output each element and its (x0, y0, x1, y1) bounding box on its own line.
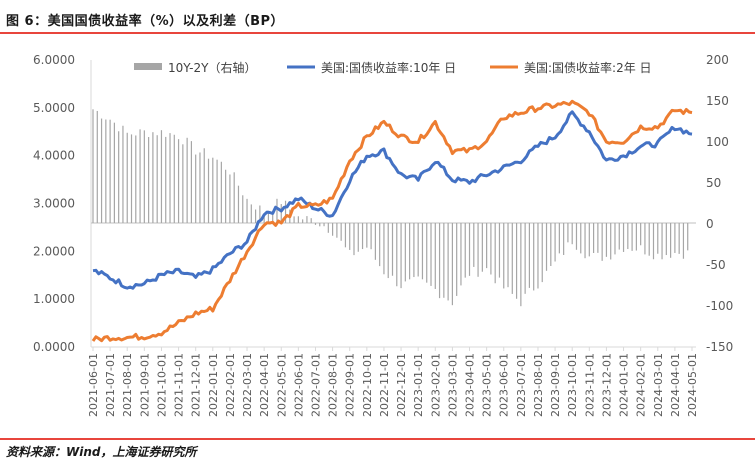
right-tick-label: 150 (706, 94, 729, 108)
left-tick-label: 6.0000 (33, 53, 75, 67)
left-tick-label: 0.0000 (33, 340, 75, 354)
yield-2y-line (91, 99, 693, 343)
legend-label: 10Y-2Y（右轴） (168, 60, 256, 75)
bottom-rule (0, 438, 755, 440)
x-tick-label: 2022-12-01 (395, 353, 408, 417)
right-tick-label: 100 (706, 135, 729, 149)
x-tick-label: 2023-02-01 (429, 353, 442, 417)
x-tick-label: 2024-05-01 (686, 353, 699, 417)
x-tick-label: 2023-03-01 (446, 353, 459, 417)
x-tick-label: 2021-06-01 (87, 353, 100, 417)
right-axis: -150 -100 -50 0 50 100 150 200 (706, 53, 733, 354)
x-tick-label: 2022-07-01 (309, 353, 322, 417)
x-tick-label: 2023-11-01 (583, 353, 596, 417)
x-tick-label: 2022-05-01 (275, 353, 288, 417)
x-tick-label: 2022-01-01 (207, 353, 220, 417)
x-tick-label: 2024-03-01 (652, 353, 665, 417)
x-tick-label: 2024-04-01 (669, 353, 682, 417)
yield-lines (91, 99, 693, 343)
x-tick-label: 2024-01-01 (618, 353, 631, 417)
right-tick-label: -100 (706, 299, 733, 313)
yield-10y-line (92, 110, 693, 290)
spread-bars (92, 109, 689, 307)
legend-swatch-spread (134, 63, 162, 70)
x-tick-label: 2022-06-01 (292, 353, 305, 417)
x-tick-label: 2023-08-01 (532, 353, 545, 417)
x-tick-label: 2022-02-01 (224, 353, 237, 417)
x-tick-label: 2021-12-01 (190, 353, 203, 417)
x-tick-label: 2022-09-01 (344, 353, 357, 417)
left-axis: 0.0000 1.0000 2.0000 3.0000 4.0000 5.0000 6.00… (33, 53, 75, 354)
left-tick-label: 1.0000 (33, 292, 75, 306)
right-tick-label: -50 (706, 258, 726, 272)
x-tick-label: 2022-04-01 (258, 353, 271, 417)
x-tick-label: 2022-10-01 (361, 353, 374, 417)
right-tick-label: 200 (706, 53, 729, 67)
x-tick-label: 2023-10-01 (566, 353, 579, 417)
figure-title: 图 6：美国国债收益率（%）以及利差（BP） (6, 14, 285, 29)
left-tick-label: 5.0000 (33, 101, 75, 115)
legend-label: 美国:国债收益率:10年 日 (321, 60, 456, 75)
x-tick-label: 2022-03-01 (241, 353, 254, 417)
x-tick-label: 2021-11-01 (173, 353, 186, 417)
x-tick-label: 2023-12-01 (600, 353, 613, 417)
x-axis: 2021-06-01 2021-07-01 2021-08-01 2021-09-01… (87, 347, 699, 417)
x-tick-label: 2024-02-01 (635, 353, 648, 417)
right-tick-label: -150 (706, 340, 733, 354)
top-rule (0, 32, 755, 34)
x-tick-label: 2023-09-01 (549, 353, 562, 417)
right-tick-label: 0 (706, 217, 714, 231)
x-tick-label: 2021-09-01 (138, 353, 151, 417)
left-tick-label: 3.0000 (33, 197, 75, 211)
x-tick-label: 2023-01-01 (412, 353, 425, 417)
x-tick-label: 2023-04-01 (464, 353, 477, 417)
chart-area: 0.0000 1.0000 2.0000 3.0000 4.0000 5.0000 6.00… (33, 53, 733, 417)
left-tick-label: 4.0000 (33, 149, 75, 163)
x-tick-label: 2021-08-01 (121, 353, 134, 417)
x-tick-label: 2023-07-01 (515, 353, 528, 417)
right-tick-label: 50 (706, 176, 721, 190)
x-tick-label: 2021-10-01 (155, 353, 168, 417)
x-tick-label: 2022-11-01 (378, 353, 391, 417)
x-tick-label: 2023-05-01 (481, 353, 494, 417)
left-tick-label: 2.0000 (33, 244, 75, 258)
x-tick-label: 2021-07-01 (104, 353, 117, 417)
plot-frame (90, 60, 696, 348)
x-tick-label: 2023-06-01 (498, 353, 511, 417)
legend: 10Y-2Y（右轴） 美国:国债收益率:10年 日 美国:国债收益率:2年 日 (134, 60, 652, 75)
x-tick-label: 2022-08-01 (327, 353, 340, 417)
source-note: 资料来源：Wind，上海证券研究所 (6, 445, 197, 459)
legend-label: 美国:国债收益率:2年 日 (524, 60, 652, 75)
